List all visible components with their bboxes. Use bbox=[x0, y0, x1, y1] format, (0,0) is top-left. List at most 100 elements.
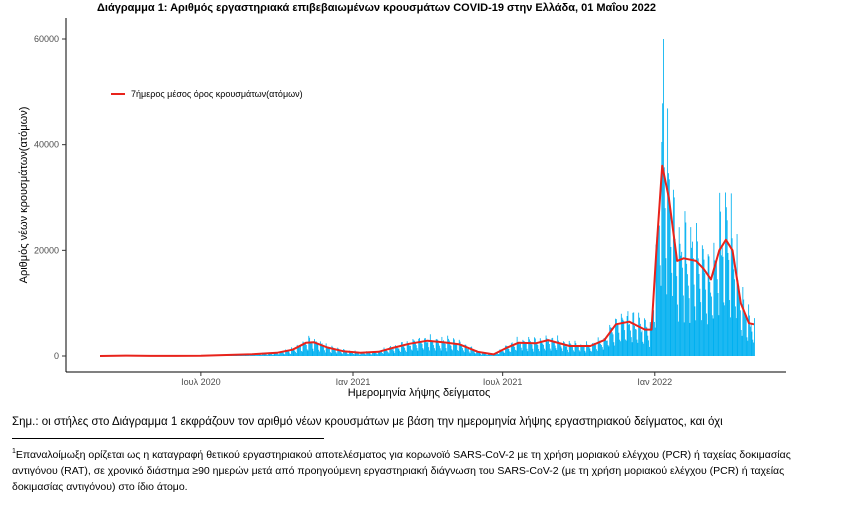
daily-bar bbox=[697, 258, 699, 356]
daily-bar bbox=[521, 350, 523, 356]
daily-bar bbox=[410, 345, 411, 356]
daily-bar bbox=[254, 354, 256, 356]
daily-bar bbox=[617, 324, 619, 356]
daily-bar bbox=[510, 351, 511, 356]
daily-bar bbox=[318, 349, 320, 356]
daily-bar bbox=[412, 339, 414, 356]
daily-bar bbox=[639, 323, 641, 356]
daily-bar bbox=[310, 341, 312, 356]
daily-bar bbox=[749, 326, 751, 356]
daily-bar bbox=[751, 331, 753, 356]
daily-bar bbox=[569, 343, 571, 356]
daily-bar bbox=[526, 348, 528, 356]
daily-bar bbox=[278, 354, 280, 356]
daily-bar bbox=[287, 350, 289, 356]
daily-bar bbox=[726, 220, 728, 356]
daily-bar bbox=[626, 316, 628, 356]
daily-bar bbox=[664, 208, 666, 356]
daily-bar bbox=[497, 354, 499, 356]
daily-bar bbox=[534, 337, 535, 356]
daily-bar bbox=[572, 347, 573, 356]
daily-bar bbox=[258, 354, 260, 356]
daily-bar bbox=[725, 207, 727, 356]
daily-bar bbox=[477, 352, 479, 356]
daily-bar bbox=[573, 351, 575, 356]
daily-bar bbox=[372, 351, 373, 356]
daily-bar bbox=[563, 342, 565, 356]
daily-bar bbox=[475, 353, 477, 356]
daily-bar bbox=[644, 318, 645, 356]
daily-bar bbox=[564, 345, 566, 356]
daily-bar bbox=[677, 304, 678, 356]
daily-bar bbox=[671, 272, 673, 356]
daily-bar bbox=[346, 352, 348, 356]
daily-bar bbox=[643, 343, 645, 356]
daily-bar bbox=[420, 342, 422, 356]
daily-bar bbox=[683, 322, 685, 356]
daily-bar bbox=[376, 353, 378, 356]
daily-bar bbox=[259, 354, 261, 356]
daily-bar bbox=[701, 320, 702, 356]
daily-bar bbox=[367, 352, 368, 356]
daily-bar bbox=[416, 348, 418, 356]
daily-bar bbox=[299, 346, 301, 356]
daily-bar bbox=[277, 354, 279, 356]
daily-bar bbox=[382, 353, 384, 356]
daily-bar bbox=[614, 345, 616, 356]
daily-bar bbox=[255, 355, 257, 356]
daily-bar bbox=[555, 348, 557, 356]
daily-bar bbox=[523, 341, 525, 356]
daily-bar bbox=[668, 179, 670, 356]
daily-bar bbox=[701, 245, 703, 356]
daily-bar bbox=[584, 350, 586, 356]
daily-bar bbox=[377, 350, 379, 356]
daily-bar bbox=[600, 343, 602, 356]
daily-bar bbox=[303, 342, 305, 356]
daily-bar bbox=[461, 345, 463, 356]
daily-bar bbox=[322, 345, 324, 356]
daily-bar bbox=[425, 340, 427, 356]
footnote-marker: 1 bbox=[12, 448, 16, 455]
daily-bar bbox=[308, 335, 310, 356]
daily-bar bbox=[691, 247, 693, 356]
daily-bar bbox=[741, 335, 743, 356]
daily-bar bbox=[668, 173, 669, 356]
daily-bar bbox=[262, 353, 264, 356]
daily-bar bbox=[606, 340, 607, 356]
daily-bar bbox=[261, 354, 263, 356]
daily-bar bbox=[469, 353, 471, 356]
daily-bar bbox=[410, 349, 412, 356]
daily-bar bbox=[612, 334, 614, 356]
daily-bar bbox=[658, 224, 659, 356]
daily-bar bbox=[601, 345, 602, 356]
daily-bar bbox=[441, 336, 443, 356]
daily-bar bbox=[293, 348, 295, 356]
daily-bar bbox=[380, 350, 382, 356]
daily-bar bbox=[615, 318, 616, 356]
daily-bar bbox=[495, 353, 497, 356]
daily-bar bbox=[457, 350, 459, 356]
daily-bar bbox=[739, 295, 740, 356]
x-tick-label: Ιουλ 2021 bbox=[483, 377, 522, 387]
daily-bar bbox=[557, 335, 559, 356]
daily-bar bbox=[733, 269, 735, 356]
daily-bar bbox=[691, 241, 693, 356]
daily-bar bbox=[298, 347, 300, 356]
daily-bar bbox=[585, 352, 587, 356]
daily-bar bbox=[409, 345, 411, 356]
daily-bar bbox=[744, 313, 745, 356]
daily-bar bbox=[522, 339, 524, 356]
daily-bar bbox=[373, 352, 375, 356]
daily-bar bbox=[398, 348, 400, 356]
daily-bar bbox=[263, 353, 265, 356]
daily-bar bbox=[711, 296, 712, 356]
daily-bar bbox=[381, 351, 382, 356]
daily-bar bbox=[243, 355, 245, 356]
daily-bar bbox=[659, 265, 661, 356]
daily-bar bbox=[531, 344, 533, 356]
daily-bar bbox=[744, 313, 746, 356]
daily-bar bbox=[594, 343, 596, 356]
daily-bar bbox=[419, 342, 421, 356]
daily-bar bbox=[415, 345, 417, 356]
